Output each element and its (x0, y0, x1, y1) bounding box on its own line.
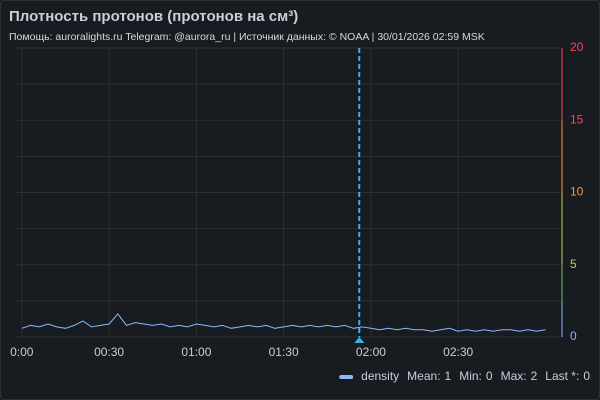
x-tick-label: 02:00 (356, 345, 386, 359)
chart-title: Плотность протонов (протонов на см³) (9, 8, 298, 25)
chart-subtitle: Помощь: auroralights.ru Telegram: @auror… (9, 31, 485, 43)
x-tick-label: 00:30 (94, 345, 124, 359)
legend-stat-value: 1 (445, 369, 452, 383)
legend-stat-label: Min: (459, 369, 482, 383)
annotation-marker (354, 337, 365, 343)
y-tick-label: 0 (570, 329, 577, 343)
x-tick-label: 01:30 (269, 345, 299, 359)
legend-stat-label: Max: (501, 369, 527, 383)
legend-stat-label: Last *: (545, 369, 579, 383)
legend-stat-value: 0 (583, 369, 590, 383)
series-line (21, 313, 546, 332)
legend-stat-value: 2 (531, 369, 538, 383)
x-tick-label: 02:30 (443, 345, 473, 359)
y-tick-label: 5 (570, 257, 577, 271)
y-tick-label: 10 (570, 185, 584, 199)
legend-stat-label: Mean: (407, 369, 440, 383)
legend-label: density (361, 369, 399, 383)
legend-stat-value: 0 (486, 369, 493, 383)
legend-swatch (339, 375, 354, 379)
y-tick-label: 15 (570, 112, 584, 126)
y-tick-label: 20 (570, 40, 584, 54)
x-tick-label: 0:00 (10, 345, 34, 359)
x-tick-label: 01:00 (181, 345, 211, 359)
